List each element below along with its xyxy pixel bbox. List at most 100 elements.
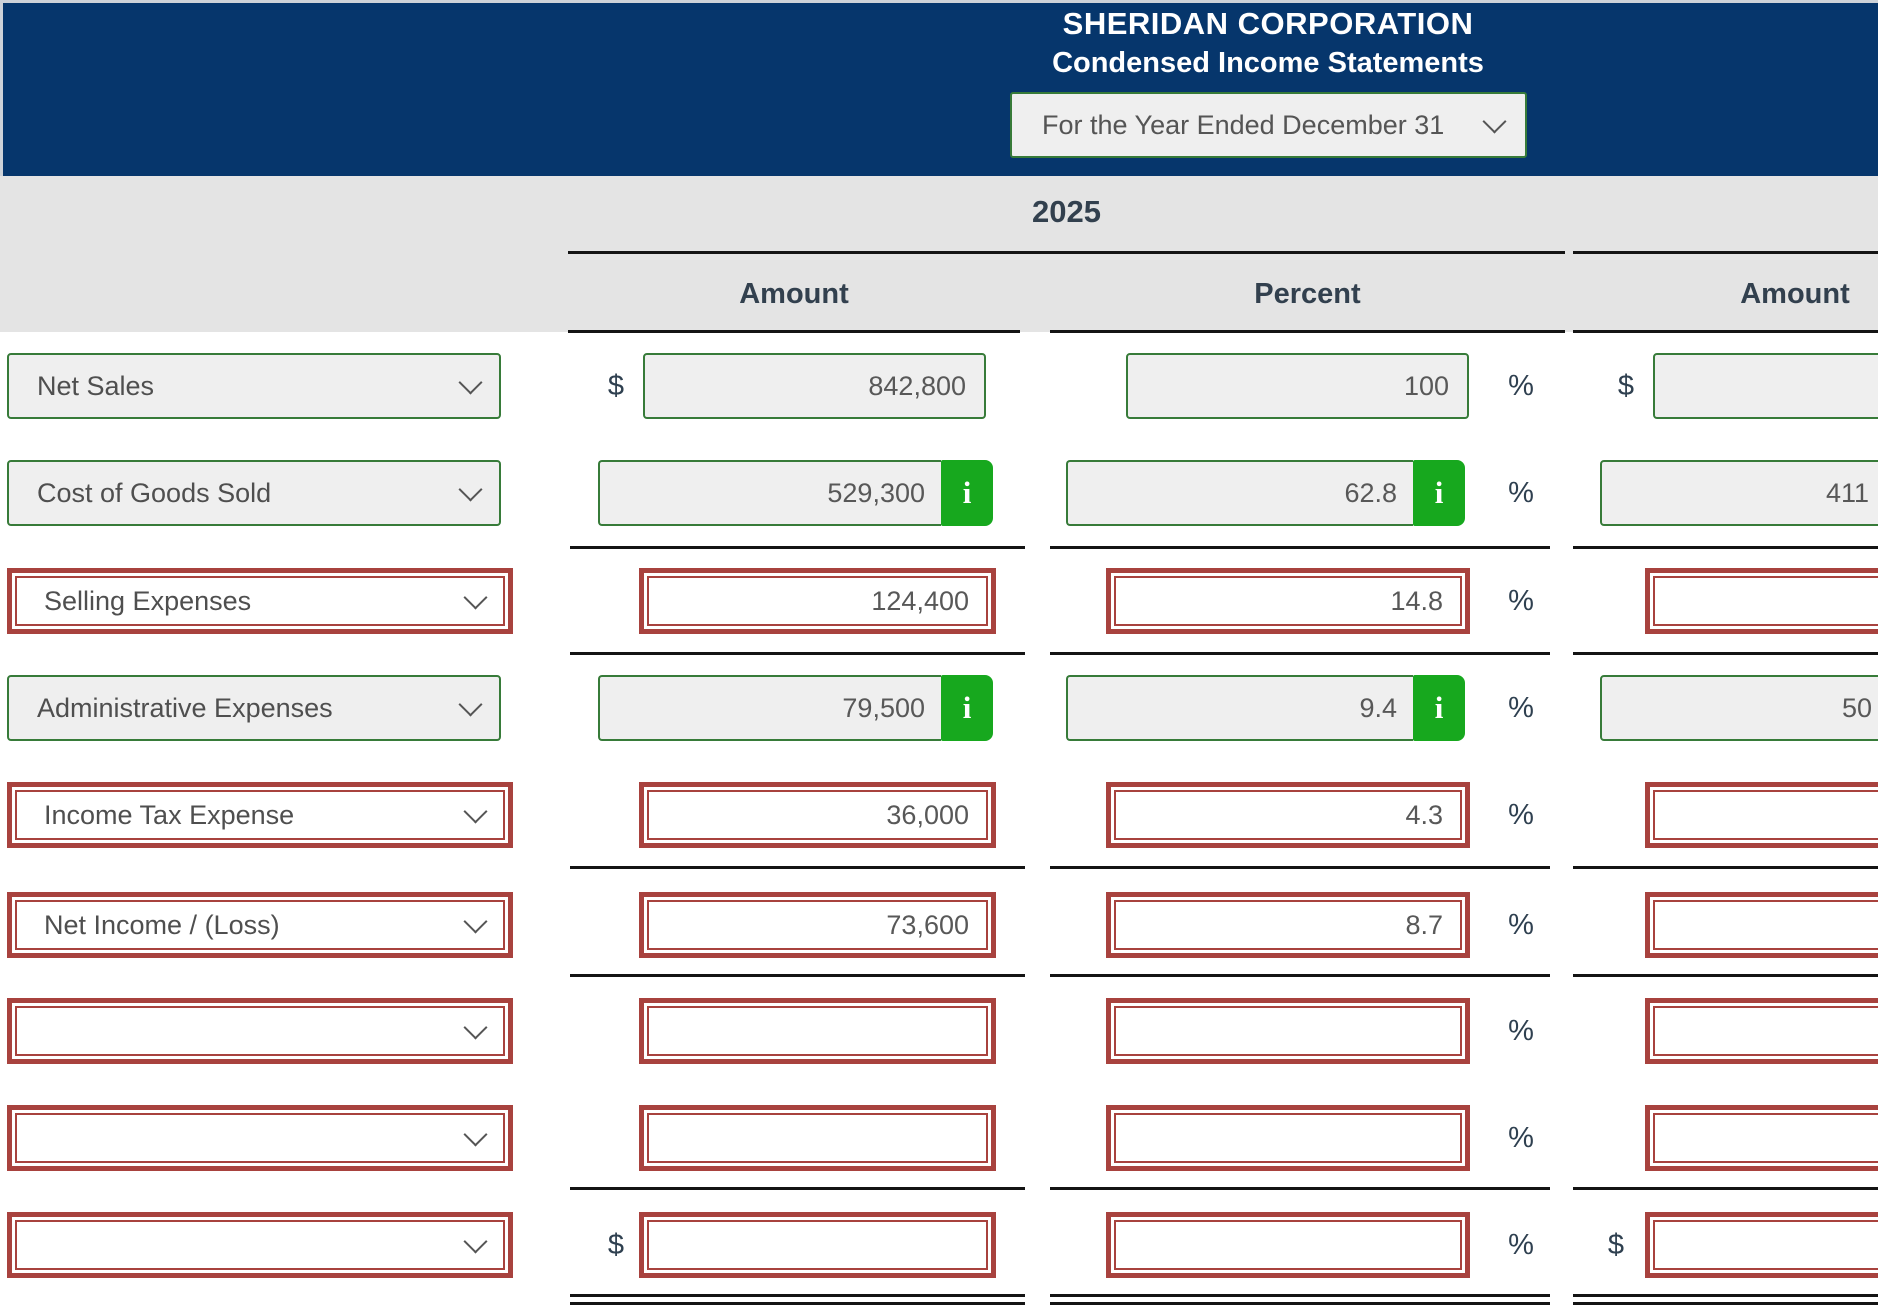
double-rule-line xyxy=(1573,1302,1878,1305)
dollar-sign: $ xyxy=(607,369,625,402)
statement-row: % xyxy=(0,1105,1878,1171)
chevron-down-icon xyxy=(463,1228,488,1254)
amount-year2-input[interactable] xyxy=(1645,782,1878,848)
account-select[interactable]: Cost of Goods Sold xyxy=(7,460,501,526)
account-select[interactable]: Net Sales xyxy=(7,353,501,419)
percent-input[interactable]: 100 xyxy=(1126,353,1469,419)
percent-input[interactable]: 9.4 xyxy=(1066,675,1413,741)
double-rule-line xyxy=(570,1294,1025,1297)
statement-row: Income Tax Expense 36,000 4.3 % xyxy=(0,782,1878,848)
amount-year2-input[interactable] xyxy=(1653,353,1878,419)
period-select[interactable]: For the Year Ended December 31 xyxy=(1010,92,1527,158)
rule-line xyxy=(570,1187,1025,1190)
percent-input[interactable]: 4.3 xyxy=(1106,782,1470,848)
chevron-down-icon xyxy=(463,798,488,824)
statement-row: Cost of Goods Sold 529,300 i 62.8 i % 41… xyxy=(0,460,1878,526)
statement-row: Selling Expenses 124,400 14.8 % xyxy=(0,568,1878,634)
amount-year2-input[interactable]: 50 xyxy=(1600,675,1878,741)
dollar-sign: $ xyxy=(1617,369,1635,402)
rule-line xyxy=(1573,251,1878,254)
percent-input[interactable] xyxy=(1106,1105,1470,1171)
year-header: 2025 xyxy=(1032,194,1101,229)
amount-year2-input[interactable] xyxy=(1645,892,1878,958)
amount-input[interactable]: 79,500 xyxy=(598,675,941,741)
amount-input[interactable] xyxy=(639,1105,996,1171)
account-select-value: Net Income / (Loss) xyxy=(44,909,280,940)
rule-line xyxy=(568,251,1565,254)
amount-input[interactable] xyxy=(639,1212,996,1278)
percent-sign: % xyxy=(1508,584,1534,617)
account-select[interactable] xyxy=(7,998,513,1064)
period-select-value: For the Year Ended December 31 xyxy=(1042,109,1445,140)
chevron-down-icon xyxy=(458,691,483,717)
amount-input[interactable]: 529,300 xyxy=(598,460,941,526)
amount-year2-input[interactable] xyxy=(1645,1212,1878,1278)
rule-line xyxy=(570,546,1025,549)
percent-input[interactable]: 14.8 xyxy=(1106,568,1470,634)
info-icon[interactable]: i xyxy=(1413,675,1465,741)
rule-line xyxy=(1573,866,1878,869)
account-select-value: Cost of Goods Sold xyxy=(37,477,272,508)
info-icon[interactable]: i xyxy=(1413,460,1465,526)
double-rule-line xyxy=(1050,1294,1550,1297)
amount-field-group: 79,500 i xyxy=(598,675,993,741)
page-left-edge xyxy=(0,0,3,176)
rule-line xyxy=(1050,330,1565,333)
double-rule-line xyxy=(570,1302,1025,1305)
account-select-value: Administrative Expenses xyxy=(37,692,333,723)
amount-year2-column-header: Amount xyxy=(1740,278,1850,310)
amount-input[interactable]: 73,600 xyxy=(639,892,996,958)
amount-input[interactable]: 842,800 xyxy=(643,353,986,419)
rule-line xyxy=(570,974,1025,977)
percent-input[interactable]: 62.8 xyxy=(1066,460,1413,526)
percent-sign: % xyxy=(1508,1014,1534,1047)
account-select[interactable] xyxy=(7,1212,513,1278)
percent-sign: % xyxy=(1508,369,1534,402)
chevron-down-icon xyxy=(1482,108,1507,134)
amount-input[interactable]: 36,000 xyxy=(639,782,996,848)
dollar-sign: $ xyxy=(1607,1228,1625,1261)
rule-line xyxy=(1573,546,1878,549)
account-select[interactable]: Selling Expenses xyxy=(7,568,513,634)
percent-sign: % xyxy=(1508,798,1534,831)
chevron-down-icon xyxy=(458,369,483,395)
percent-column-header: Percent xyxy=(1254,278,1361,310)
amount-input[interactable]: 124,400 xyxy=(639,568,996,634)
header-band xyxy=(0,0,1878,176)
amount-year2-input[interactable] xyxy=(1645,998,1878,1064)
statement-row: Net Sales $ 842,800 100 % $ xyxy=(0,353,1878,419)
rule-line xyxy=(1573,652,1878,655)
chevron-down-icon xyxy=(458,476,483,502)
rule-line xyxy=(1573,1187,1878,1190)
rule-line xyxy=(1573,974,1878,977)
account-select-value: Selling Expenses xyxy=(44,585,252,616)
percent-sign: % xyxy=(1508,691,1534,724)
percent-sign: % xyxy=(1508,1228,1534,1261)
amount-input[interactable] xyxy=(639,998,996,1064)
amount-year2-input[interactable]: 411 xyxy=(1600,460,1878,526)
percent-sign: % xyxy=(1508,1121,1534,1154)
info-icon[interactable]: i xyxy=(941,675,993,741)
account-select[interactable] xyxy=(7,1105,513,1171)
percent-input[interactable]: 8.7 xyxy=(1106,892,1470,958)
percent-sign: % xyxy=(1508,476,1534,509)
chevron-down-icon xyxy=(463,584,488,610)
amount-year2-input[interactable] xyxy=(1645,1105,1878,1171)
info-icon[interactable]: i xyxy=(941,460,993,526)
account-select[interactable]: Income Tax Expense xyxy=(7,782,513,848)
account-select[interactable]: Net Income / (Loss) xyxy=(7,892,513,958)
chevron-down-icon xyxy=(463,1121,488,1147)
chevron-down-icon xyxy=(463,908,488,934)
rule-line xyxy=(1050,546,1550,549)
statement-title: Condensed Income Statements xyxy=(1052,47,1484,79)
page-top-edge xyxy=(0,0,1878,3)
amount-year2-input[interactable] xyxy=(1645,568,1878,634)
percent-input[interactable] xyxy=(1106,998,1470,1064)
percent-input[interactable] xyxy=(1106,1212,1470,1278)
account-select-value: Net Sales xyxy=(37,370,155,401)
double-rule-line xyxy=(1573,1294,1878,1297)
column-header-band xyxy=(0,176,1878,332)
rule-line xyxy=(570,866,1025,869)
account-select[interactable]: Administrative Expenses xyxy=(7,675,501,741)
rule-line xyxy=(1573,330,1878,333)
